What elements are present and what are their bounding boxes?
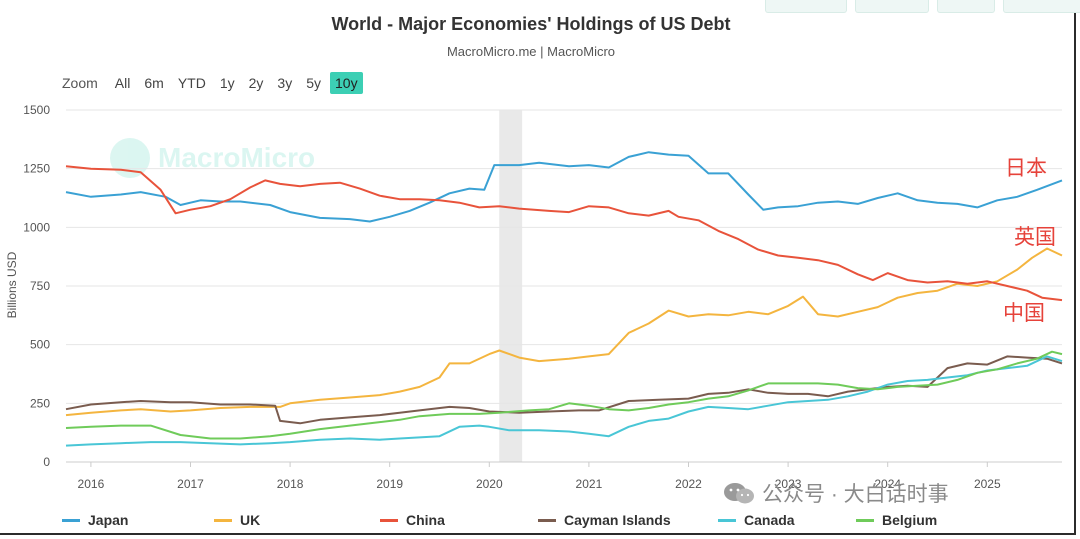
x-tick-label: 2025 — [974, 477, 1001, 491]
x-tick-label: 2018 — [277, 477, 304, 491]
y-tick-label: 750 — [30, 279, 50, 293]
y-tick-label: 1500 — [23, 103, 50, 117]
legend-swatch — [538, 518, 556, 522]
zoom-label: Zoom — [62, 75, 98, 91]
x-tick-label: 2023 — [775, 477, 802, 491]
legend-swatch — [718, 518, 736, 522]
export-toolbar — [765, 0, 1080, 13]
toolbar-button[interactable] — [1003, 0, 1080, 13]
y-tick-label: 500 — [30, 338, 50, 352]
wechat-icon — [724, 483, 754, 504]
wechat-brand: 公众号 · 大白话时事 — [722, 478, 949, 508]
legend-label: Japan — [88, 512, 129, 528]
x-tick-label: 2019 — [376, 477, 403, 491]
legend-item-china[interactable]: China — [380, 512, 445, 528]
chart-title: World - Major Economies' Holdings of US … — [331, 14, 731, 34]
toolbar-button[interactable] — [855, 0, 929, 13]
legend-label: UK — [240, 512, 261, 528]
legend-item-japan[interactable]: Japan — [62, 512, 128, 528]
legend-label: Belgium — [882, 512, 938, 528]
zoom-button-1y[interactable]: 1y — [219, 75, 235, 91]
legend-label: Cayman Islands — [564, 512, 671, 528]
series-line-belgium[interactable] — [65, 350, 1063, 440]
x-tick-label: 2020 — [476, 477, 503, 491]
toolbar-button[interactable] — [765, 0, 847, 13]
zoom-button-2y[interactable]: 2y — [248, 75, 264, 91]
legend-item-canada[interactable]: Canada — [718, 512, 795, 528]
x-tick-label: 2021 — [576, 477, 603, 491]
brand-text: 公众号 · 大白话时事 — [762, 483, 949, 506]
annotation-china: 中国 — [1003, 301, 1045, 325]
zoom-button-6m[interactable]: 6m — [144, 75, 164, 91]
zoom-button-5y[interactable]: 5y — [306, 75, 321, 91]
series-line-china[interactable] — [65, 165, 1063, 302]
zoom-selector: Zoom All 6m YTD 1y 2y 3y 5y 10y — [62, 72, 367, 94]
legend-item-belgium[interactable]: Belgium — [856, 512, 937, 528]
y-tick-label: 250 — [30, 396, 50, 410]
toolbar-button[interactable] — [937, 0, 995, 13]
watermark: MacroMicro — [110, 138, 315, 178]
annotation-japan: 日本 — [1005, 156, 1047, 180]
zoom-button-3y[interactable]: 3y — [277, 75, 293, 91]
chart-subtitle: MacroMicro.me | MacroMicro — [446, 44, 616, 59]
y-tick-label: 1250 — [23, 162, 50, 176]
series-line-canada[interactable] — [65, 355, 1063, 447]
watermark-text: MacroMicro — [158, 142, 316, 173]
x-tick-label: 2016 — [78, 477, 105, 491]
y-tick-label: 1000 — [23, 220, 50, 234]
y-axis-label: Billions USD — [5, 251, 19, 318]
zoom-button-10y[interactable]: 10y — [330, 72, 363, 94]
zoom-button-ytd[interactable]: YTD — [177, 75, 206, 91]
legend-swatch — [856, 518, 874, 522]
chart-legend: Japan UK China Cayman Islands Canada Belgium — [62, 512, 1062, 532]
legend-swatch — [380, 518, 398, 522]
x-tick-label: 2024 — [874, 477, 901, 491]
legend-label: China — [406, 512, 445, 528]
series-line-uk[interactable] — [65, 247, 1063, 417]
legend-swatch — [62, 518, 80, 522]
legend-label: Canada — [744, 512, 795, 528]
series-line-cayman-islands[interactable] — [65, 355, 1063, 425]
x-tick-label: 2022 — [675, 477, 702, 491]
zoom-button-all[interactable]: All — [114, 75, 131, 91]
series-line-japan[interactable] — [65, 151, 1063, 223]
legend-item-cayman-islands[interactable]: Cayman Islands — [538, 512, 671, 528]
legend-swatch — [214, 518, 232, 522]
legend-item-uk[interactable]: UK — [214, 512, 260, 528]
y-tick-label: 0 — [43, 455, 50, 469]
x-tick-label: 2017 — [177, 477, 204, 491]
annotation-uk: 英国 — [1014, 225, 1056, 249]
